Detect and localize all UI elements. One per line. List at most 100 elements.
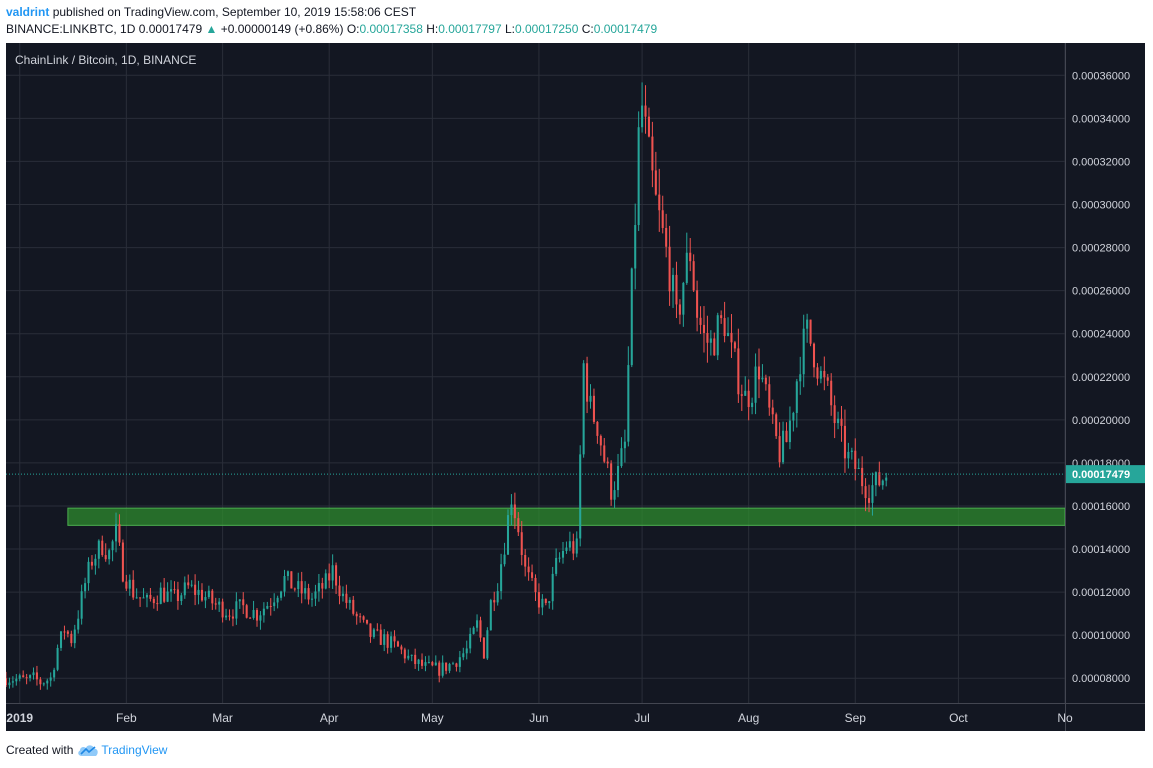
tradingview-cloud-icon [78,745,99,756]
candle-body [335,565,338,586]
candle-body [840,418,843,426]
candle-body [410,654,413,656]
candle-body [792,412,795,421]
candle-body [568,541,571,548]
high-label: H: [426,22,439,36]
candle-body [255,610,259,621]
candle-body [651,136,654,171]
author-name[interactable]: valdrint [6,5,50,19]
candle-body [713,338,716,356]
candle-body [541,598,544,608]
candle-body [854,450,857,469]
candle-body [596,421,599,436]
candle-body [733,342,736,349]
candle-body [266,605,269,609]
candle-body [297,581,300,590]
candle-body [286,571,289,577]
candle-body [204,596,207,601]
candle-body [551,573,554,602]
candle-body [235,601,238,619]
candle-body [269,605,272,607]
candle-body [73,629,76,644]
candle-body [427,662,430,664]
x-tick-label: Apr [320,711,339,725]
candle-body [809,319,812,344]
candle-body [211,590,214,604]
candle-body [812,343,816,368]
candle-body [225,615,228,618]
candle-body [696,290,699,318]
y-tick-label: 0.00024000 [1072,329,1130,341]
candle-body [25,677,28,679]
candle-body [458,657,461,667]
candle-body [359,616,362,618]
y-tick-label: 0.00010000 [1072,630,1130,642]
candle-body [39,679,42,685]
candle-body [630,268,633,366]
candle-body [121,542,124,582]
candle-body [152,598,155,604]
candle-body [190,584,193,586]
candle-body [101,540,104,556]
candle-body [737,348,740,395]
candle-body [520,532,523,555]
candle-body [699,317,702,325]
candle-body [445,662,448,671]
candle-body [393,636,396,642]
candle-body [300,581,303,594]
candle-body [142,597,145,599]
candle-body [740,394,743,396]
x-tick-label: Sep [845,711,867,725]
tradingview-logo[interactable]: TradingView [77,743,167,757]
candle-body [716,315,719,356]
candle-body [135,597,138,599]
candle-body [197,589,200,595]
candle-body [500,564,503,592]
candle-body [727,332,730,336]
candle-body [754,366,757,403]
candle-body [847,451,850,459]
support-zone [67,507,1066,526]
candle-body [496,591,499,603]
candle-body [176,589,179,602]
candle-body [885,477,888,481]
candle-body [465,648,468,654]
candle-body [517,518,520,533]
candle-body [15,678,18,682]
candle-body [799,374,802,382]
candle-body [207,590,210,597]
x-tick-label: No [1057,711,1073,725]
candle-body [634,225,637,269]
y-tick-label: 0.00026000 [1072,286,1130,298]
candle-body [751,402,754,408]
candle-body [685,252,688,283]
candle-body [795,381,798,413]
candle-body [365,619,369,624]
candle-body [111,541,114,551]
candle-body [218,601,221,605]
price-chart[interactable]: 0.00008000 0.00010000 0.00012000 0.00014000… [6,43,1145,731]
candle-body [534,577,537,593]
candle-body [70,633,73,644]
candle-body [293,588,296,590]
candle-body [421,659,424,666]
candle-body [610,463,613,500]
candle-body [874,472,877,486]
candle-body [242,599,245,606]
candle-body [579,454,582,539]
candle-body [527,566,530,573]
candle-body [561,550,565,558]
candle-body [328,573,331,581]
candle-body [259,615,262,621]
candle-body [510,504,513,516]
candle-body [63,631,66,633]
chart-area[interactable]: 0.00008000 0.00010000 0.00012000 0.00014000… [6,43,1145,731]
candle-body [84,583,87,592]
y-tick-label: 0.00008000 [1072,673,1130,685]
candle-body [407,655,410,659]
candle-body [472,627,475,634]
candle-body [35,672,38,680]
candle-body [228,615,231,617]
candle-body [166,591,169,602]
candle-body [448,663,451,671]
